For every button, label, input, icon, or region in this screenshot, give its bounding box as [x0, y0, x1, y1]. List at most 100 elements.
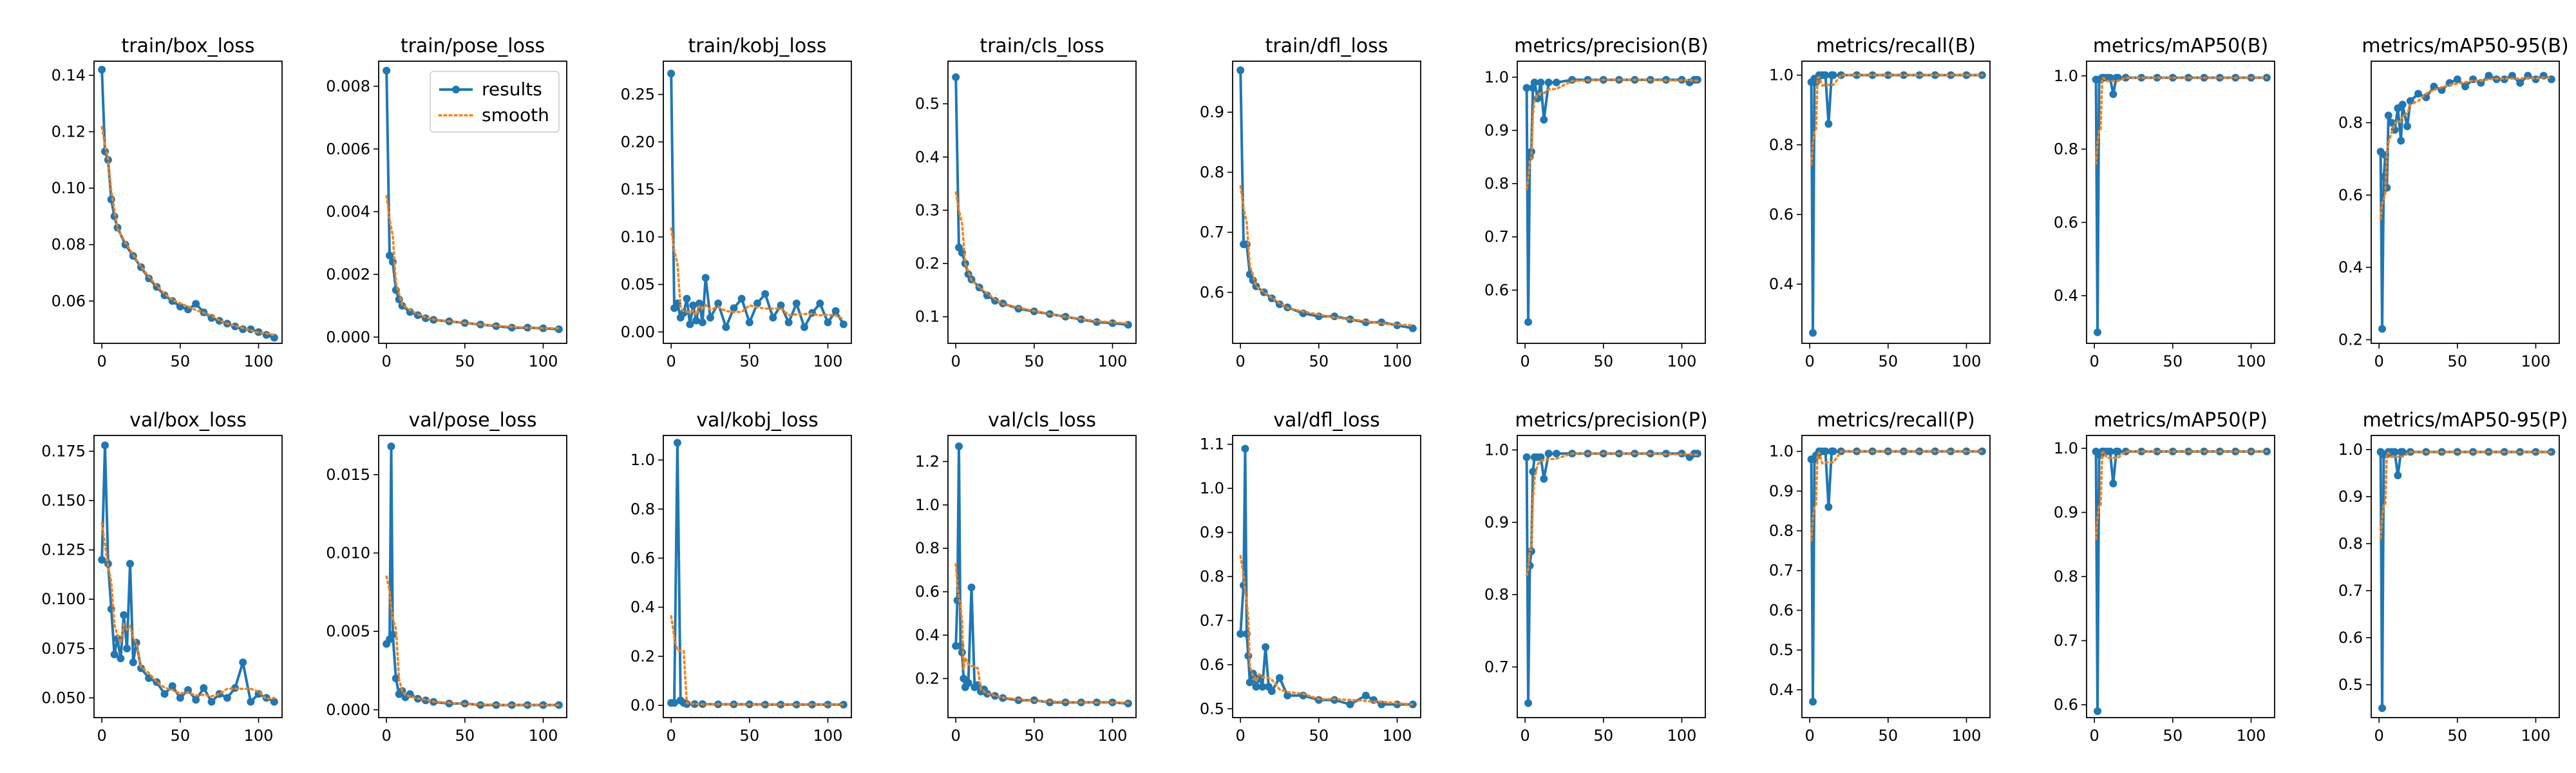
data-point — [1267, 687, 1276, 695]
x-tick-label: 100 — [1383, 352, 1412, 370]
series-line-smooth — [1525, 452, 1699, 577]
data-point — [1524, 699, 1533, 707]
y-tick-label: 0.010 — [326, 544, 370, 562]
y-tick-label: 0.4 — [915, 148, 940, 166]
panel-title: metrics/precision(B) — [1514, 35, 1709, 57]
panel-title: metrics/mAP50(P) — [2094, 409, 2268, 432]
panel-title: train/box_loss — [121, 35, 254, 57]
x-tick-label: 50 — [1309, 352, 1329, 370]
x-tick-label: 50 — [171, 727, 191, 745]
data-point — [1552, 450, 1560, 458]
data-point — [1829, 71, 1837, 79]
data-point — [2378, 325, 2387, 333]
y-tick-label: 1.0 — [1200, 479, 1224, 497]
series-line-smooth — [954, 563, 1130, 704]
x-tick-label: 50 — [2163, 352, 2183, 370]
data-point — [387, 443, 395, 451]
y-tick-label: 0.002 — [326, 265, 370, 283]
y-tick-label: 0.7 — [2054, 632, 2078, 650]
y-tick-label: 0.075 — [41, 640, 86, 658]
y-tick-label: 0.6 — [1769, 205, 1794, 224]
data-point — [2383, 184, 2391, 192]
panel-metrics-map50-p: metrics/mAP50(P) 0.6 0.7 0.8 0.9 1.0 0 50 100 — [2054, 409, 2275, 745]
y-tick-label: 0.9 — [2054, 503, 2078, 521]
data-point — [1124, 321, 1132, 329]
data-point — [1824, 120, 1833, 128]
series-line-smooth — [1239, 555, 1414, 706]
plot-frame — [947, 435, 1137, 718]
y-tick-label: 0.6 — [630, 549, 655, 567]
data-point — [1537, 453, 1545, 461]
y-tick-label: 0.8 — [2338, 113, 2363, 131]
y-tick-label: 0.8 — [1200, 568, 1224, 586]
data-point — [1262, 643, 1270, 651]
data-point — [686, 320, 694, 329]
x-tick-label: 100 — [2237, 352, 2266, 370]
data-point — [1283, 691, 1292, 700]
y-tick-label: 1.0 — [1769, 443, 1794, 461]
panel-val-box-loss: val/box_loss 0.050 0.075 0.100 0.125 0.150 0.1… — [41, 409, 283, 745]
data-point — [192, 300, 200, 308]
y-tick-label: 0.7 — [1484, 658, 1509, 676]
y-tick-label: 0.20 — [621, 133, 655, 151]
y-tick-label: 0.8 — [2338, 535, 2363, 553]
panel-metrics-map50-b: metrics/mAP50(B) 0.4 0.6 0.8 1.0 0 50 100 — [2054, 35, 2275, 370]
x-tick-label: 0 — [951, 352, 961, 370]
data-point — [2398, 448, 2407, 456]
y-tick-label: 0.8 — [1769, 136, 1794, 154]
data-point — [1346, 700, 1354, 709]
x-tick-label: 100 — [244, 727, 274, 745]
x-tick-label: 50 — [1594, 352, 1614, 370]
data-point — [1408, 324, 1417, 332]
data-point — [1361, 691, 1370, 700]
data-point — [1552, 79, 1560, 87]
series-line-results — [100, 444, 275, 703]
data-point — [2109, 90, 2117, 99]
series-line-results — [954, 444, 1128, 705]
y-tick-label: 1.1 — [1200, 435, 1224, 453]
data-point — [667, 70, 676, 78]
data-point — [247, 698, 255, 706]
legend-frame — [430, 71, 560, 133]
x-tick-label: 50 — [1025, 727, 1045, 745]
data-point — [800, 323, 808, 331]
data-point — [2394, 472, 2402, 480]
y-tick-label: 1.0 — [2338, 441, 2363, 459]
data-point — [168, 682, 176, 690]
plot-frame — [1517, 61, 1706, 344]
y-tick-label: 0.9 — [2338, 488, 2363, 506]
y-tick-label: 0.4 — [630, 598, 655, 616]
series-line-smooth — [2094, 450, 2268, 540]
plot-frame — [2371, 435, 2560, 718]
data-point — [1241, 444, 1249, 453]
data-point — [1276, 674, 1283, 682]
x-tick-label: 0 — [2374, 727, 2384, 745]
y-tick-label: 0.5 — [2338, 676, 2363, 694]
x-tick-label: 50 — [455, 352, 475, 370]
data-point — [2453, 75, 2461, 84]
plot-frame — [1517, 435, 1706, 718]
x-tick-label: 0 — [667, 727, 676, 745]
data-point — [1544, 79, 1553, 87]
y-tick-label: 0.9 — [1200, 524, 1224, 542]
data-point — [1829, 447, 1837, 455]
data-point — [952, 73, 960, 81]
y-tick-label: 0.6 — [2054, 213, 2078, 231]
data-point — [101, 441, 109, 450]
y-tick-label: 1.0 — [915, 496, 940, 514]
plot-frame — [378, 61, 567, 344]
data-point — [2378, 704, 2387, 712]
x-tick-label: 50 — [740, 727, 760, 745]
data-point — [745, 318, 753, 327]
panel-title: metrics/recall(P) — [1817, 409, 1975, 432]
y-tick-label: 1.0 — [1484, 68, 1509, 86]
y-tick-label: 0.2 — [915, 254, 940, 272]
data-point — [2485, 72, 2493, 80]
series-line-smooth — [2094, 76, 2268, 166]
y-tick-label: 0.6 — [1200, 283, 1224, 301]
y-tick-label: 0.9 — [1484, 513, 1509, 531]
panel-train-dfl-loss: train/dfl_loss 0.6 0.7 0.8 0.9 0 50 100 — [1200, 35, 1421, 370]
x-tick-label: 100 — [2237, 727, 2266, 745]
y-tick-label: 0.005 — [326, 622, 370, 640]
y-tick-label: 0.12 — [52, 123, 86, 141]
